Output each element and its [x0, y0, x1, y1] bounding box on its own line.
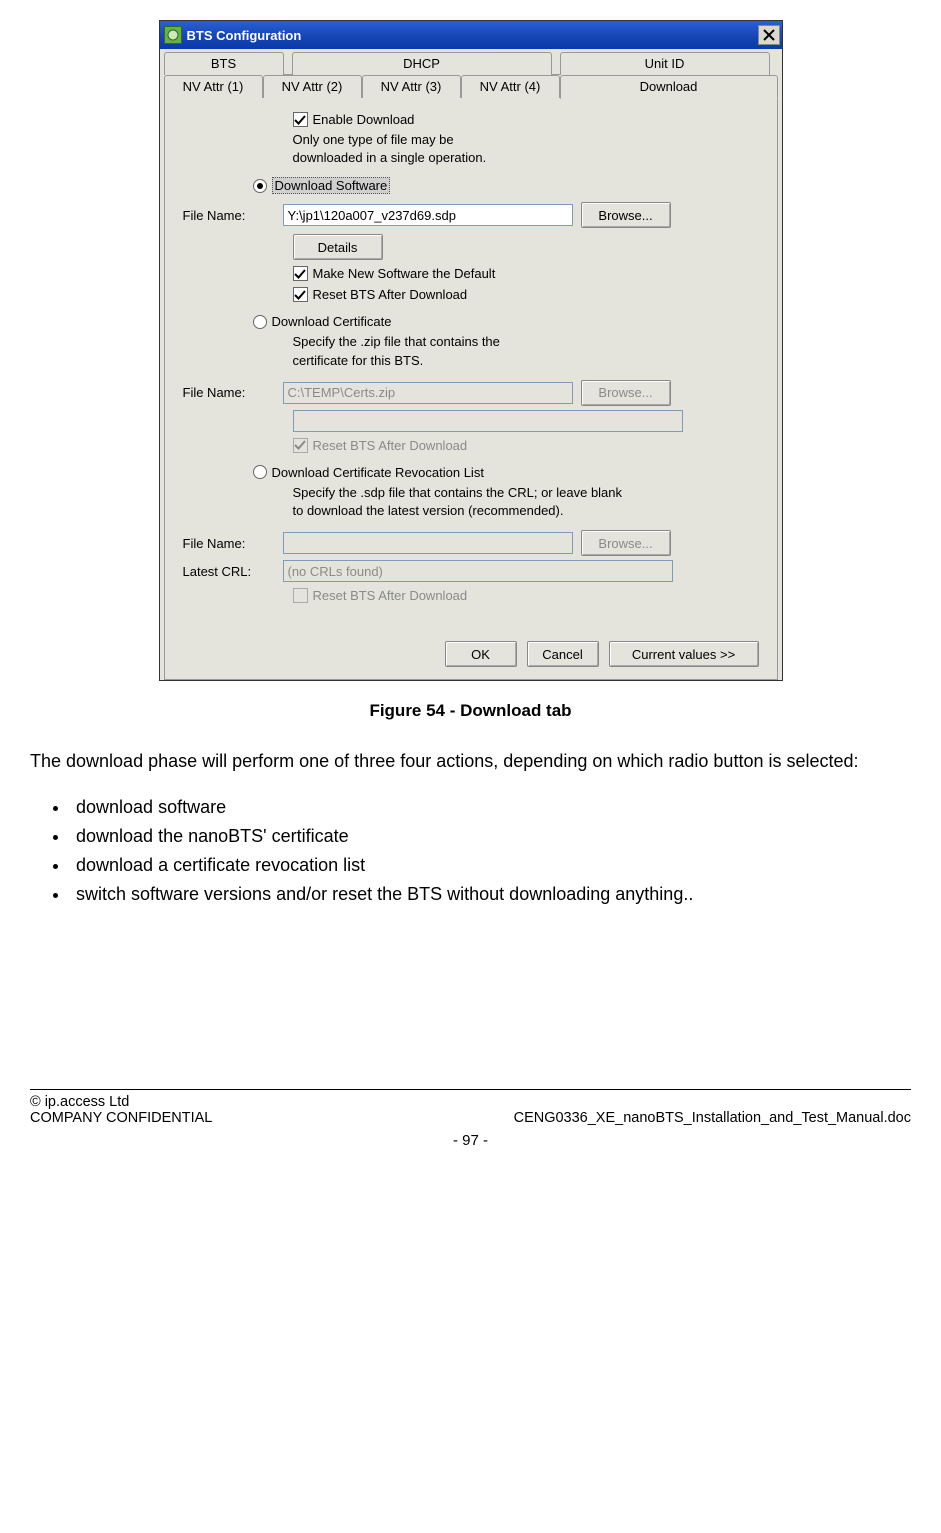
- ok-button[interactable]: OK: [445, 641, 517, 667]
- tab-dhcp[interactable]: DHCP: [292, 52, 552, 75]
- crl-reset-checkbox: [293, 588, 308, 603]
- cert-file-label: File Name:: [183, 385, 283, 400]
- tab-unitid[interactable]: Unit ID: [560, 52, 770, 75]
- crl-file-label: File Name:: [183, 536, 283, 551]
- tab-nvattr1[interactable]: NV Attr (1): [164, 75, 263, 98]
- crl-reset-label: Reset BTS After Download: [313, 588, 468, 603]
- download-crl-label: Download Certificate Revocation List: [272, 465, 484, 480]
- tab-nvattr4[interactable]: NV Attr (4): [461, 75, 560, 98]
- hint-text: Only one type of file may be downloaded …: [183, 131, 503, 167]
- enable-download-label: Enable Download: [313, 112, 415, 127]
- page-footer: © ip.access Ltd COMPANY CONFIDENTIAL CEN…: [0, 1089, 941, 1169]
- cert-browse-button: Browse...: [581, 380, 671, 406]
- app-icon: [164, 26, 182, 44]
- sw-reset-checkbox[interactable]: [293, 287, 308, 302]
- sw-details-button[interactable]: Details: [293, 234, 383, 260]
- cert-reset-checkbox: [293, 438, 308, 453]
- enable-download-checkbox[interactable]: [293, 112, 308, 127]
- body-paragraph: The download phase will perform one of t…: [30, 749, 911, 773]
- cert-reset-label: Reset BTS After Download: [313, 438, 468, 453]
- crl-file-input: [283, 532, 573, 554]
- dialog-title: BTS Configuration: [187, 28, 758, 43]
- footer-copyright: © ip.access Ltd: [30, 1094, 212, 1110]
- footer-docname: CENG0336_XE_nanoBTS_Installation_and_Tes…: [514, 1110, 911, 1126]
- close-button[interactable]: [758, 25, 780, 45]
- sw-file-label: File Name:: [183, 208, 283, 223]
- download-crl-radio[interactable]: [253, 465, 267, 479]
- crl-hint: Specify the .sdp file that contains the …: [183, 484, 623, 520]
- sw-file-input[interactable]: [283, 204, 573, 226]
- figure-caption: Figure 54 - Download tab: [30, 701, 911, 721]
- crl-latest-label: Latest CRL:: [183, 564, 283, 579]
- bullet-list: download software download the nanoBTS' …: [52, 793, 911, 908]
- sw-browse-button[interactable]: Browse...: [581, 202, 671, 228]
- make-default-label: Make New Software the Default: [313, 266, 496, 281]
- tabs: BTS DHCP Unit ID NV Attr (1) NV Attr (2)…: [160, 49, 782, 680]
- titlebar: BTS Configuration: [160, 21, 782, 49]
- tab-download[interactable]: Download: [560, 75, 778, 99]
- list-item: download a certificate revocation list: [70, 851, 911, 880]
- download-software-label: Download Software: [272, 177, 391, 194]
- make-default-checkbox[interactable]: [293, 266, 308, 281]
- download-software-radio[interactable]: [253, 179, 267, 193]
- tab-nvattr2[interactable]: NV Attr (2): [263, 75, 362, 98]
- list-item: download software: [70, 793, 911, 822]
- dialog-button-row: OK Cancel Current values >>: [183, 633, 759, 669]
- cert-file-input: [283, 382, 573, 404]
- page-number: - 97 -: [30, 1132, 911, 1149]
- tab-bts[interactable]: BTS: [164, 52, 284, 75]
- tab-nvattr3[interactable]: NV Attr (3): [362, 75, 461, 98]
- sw-reset-label: Reset BTS After Download: [313, 287, 468, 302]
- download-cert-label: Download Certificate: [272, 314, 392, 329]
- download-panel: Enable Download Only one type of file ma…: [164, 97, 778, 680]
- crl-browse-button: Browse...: [581, 530, 671, 556]
- footer-confidential: COMPANY CONFIDENTIAL: [30, 1110, 212, 1126]
- cert-extra-input: [293, 410, 683, 432]
- current-values-button[interactable]: Current values >>: [609, 641, 759, 667]
- bts-config-dialog: BTS Configuration BTS DHCP Unit ID NV At…: [159, 20, 783, 681]
- download-cert-radio[interactable]: [253, 315, 267, 329]
- cancel-button[interactable]: Cancel: [527, 641, 599, 667]
- crl-latest-input: [283, 560, 673, 582]
- cert-hint: Specify the .zip file that contains the …: [183, 333, 503, 369]
- list-item: switch software versions and/or reset th…: [70, 880, 911, 909]
- list-item: download the nanoBTS' certificate: [70, 822, 911, 851]
